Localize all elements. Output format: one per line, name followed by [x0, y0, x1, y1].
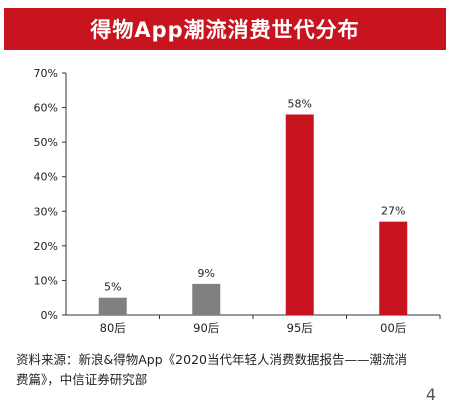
- y-tick-label: 0%: [41, 309, 58, 322]
- y-tick-label: 50%: [34, 136, 58, 149]
- bar: [379, 221, 408, 315]
- chart-title: 得物App潮流消费世代分布: [90, 18, 360, 42]
- bar: [98, 297, 127, 315]
- y-tick-label: 10%: [34, 274, 58, 287]
- bar-chart: 0% 10% 20% 30% 40% 50% 60% 70% 5% 80后 9% 90后 58% 95后 2…: [0, 60, 450, 340]
- bar-value-label: 58%: [288, 97, 312, 110]
- page-number: 4: [425, 385, 436, 404]
- bar-value-label: 5%: [104, 281, 121, 294]
- x-tick-label: 90后: [193, 321, 219, 335]
- bar-value-label: 9%: [198, 267, 215, 280]
- y-tick-label: 60%: [34, 102, 58, 115]
- x-tick-label: 95后: [287, 321, 313, 335]
- bar-value-label: 27%: [381, 205, 405, 218]
- y-tick-label: 70%: [34, 67, 58, 80]
- x-tick-label: 00后: [380, 321, 406, 335]
- source-line-2: 费篇》，中信证券研究部: [16, 372, 148, 387]
- chart-title-bar: 得物App潮流消费世代分布: [4, 8, 446, 50]
- y-tick-label: 40%: [34, 171, 58, 184]
- source-note: 资料来源：新浪&得物App《2020当代年轻人消费数据报告——潮流消 费篇》，中…: [16, 350, 436, 390]
- y-tick-label: 30%: [34, 205, 58, 218]
- bar-chart-svg: 0% 10% 20% 30% 40% 50% 60% 70% 5% 80后 9% 90后 58% 95后 2…: [34, 67, 441, 335]
- y-tick-label: 20%: [34, 240, 58, 253]
- bar: [285, 114, 314, 315]
- bar: [192, 283, 221, 315]
- x-tick-label: 80后: [100, 321, 126, 335]
- source-line-1: 资料来源：新浪&得物App《2020当代年轻人消费数据报告——潮流消: [16, 352, 407, 367]
